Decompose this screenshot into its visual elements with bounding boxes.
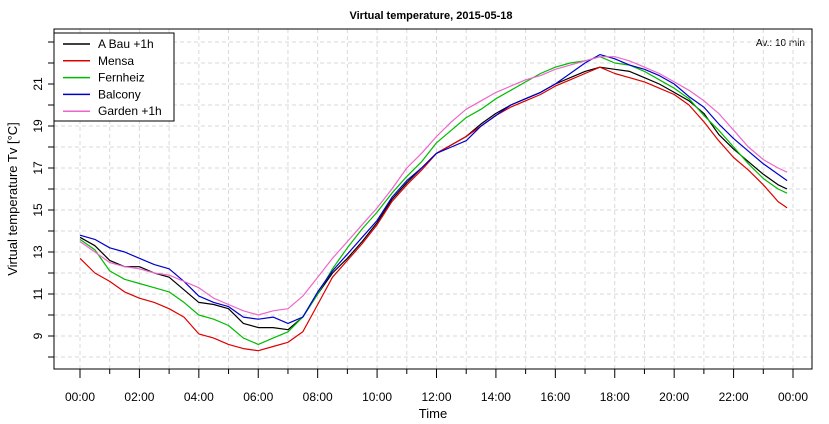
series-lines <box>79 54 788 352</box>
x-tick-label: 18:00 <box>600 390 630 404</box>
legend-label: Mensa <box>98 54 134 68</box>
series-line <box>79 66 788 331</box>
x-tick-label: 10:00 <box>362 390 392 404</box>
y-tick-label: 21 <box>31 77 45 91</box>
x-tick-label: 08:00 <box>303 390 333 404</box>
series-line <box>79 66 788 352</box>
x-tick-label: 14:00 <box>481 390 511 404</box>
y-tick-label: 15 <box>31 203 45 217</box>
y-tick-label: 17 <box>31 161 45 175</box>
x-tick-label: 06:00 <box>243 390 273 404</box>
legend-label: A Bau +1h <box>98 37 154 51</box>
x-tick-label: 22:00 <box>719 390 749 404</box>
series-line <box>79 56 788 345</box>
x-tick-label: 04:00 <box>184 390 214 404</box>
x-tick-label: 00:00 <box>778 390 808 404</box>
averaging-note: Av.: 10 min <box>756 38 805 49</box>
series-line <box>79 56 788 316</box>
legend-label: Fernheiz <box>98 71 145 85</box>
legend-label: Garden +1h <box>98 104 162 118</box>
series-line <box>79 54 788 324</box>
y-axis-ticks: 9 11 13 15 17 19 21 <box>31 41 54 358</box>
chart-title: Virtual temperature, 2015-05-18 <box>349 10 512 22</box>
y-tick-label: 9 <box>31 332 45 339</box>
y-tick-label: 13 <box>31 245 45 259</box>
x-axis-ticks: 00:00 02:00 04:00 06:00 08:00 10:00 12:00 14:00… <box>65 369 808 404</box>
y-tick-label: 11 <box>31 287 45 300</box>
grid <box>54 29 812 369</box>
legend-label: Balcony <box>98 87 141 101</box>
y-tick-label: 19 <box>31 119 45 133</box>
x-tick-label: 00:00 <box>65 390 95 404</box>
x-axis-label: Time <box>419 406 447 421</box>
x-tick-label: 12:00 <box>421 390 451 404</box>
x-tick-label: 02:00 <box>124 390 154 404</box>
y-axis-label: Virtual temperature Tv [°C] <box>5 122 20 276</box>
legend: A Bau +1h Mensa Fernheiz Balcony Garden +1h <box>53 32 175 122</box>
plot-frame <box>53 28 813 370</box>
x-tick-label: 16:00 <box>540 390 570 404</box>
x-tick-label: 20:00 <box>659 390 689 404</box>
